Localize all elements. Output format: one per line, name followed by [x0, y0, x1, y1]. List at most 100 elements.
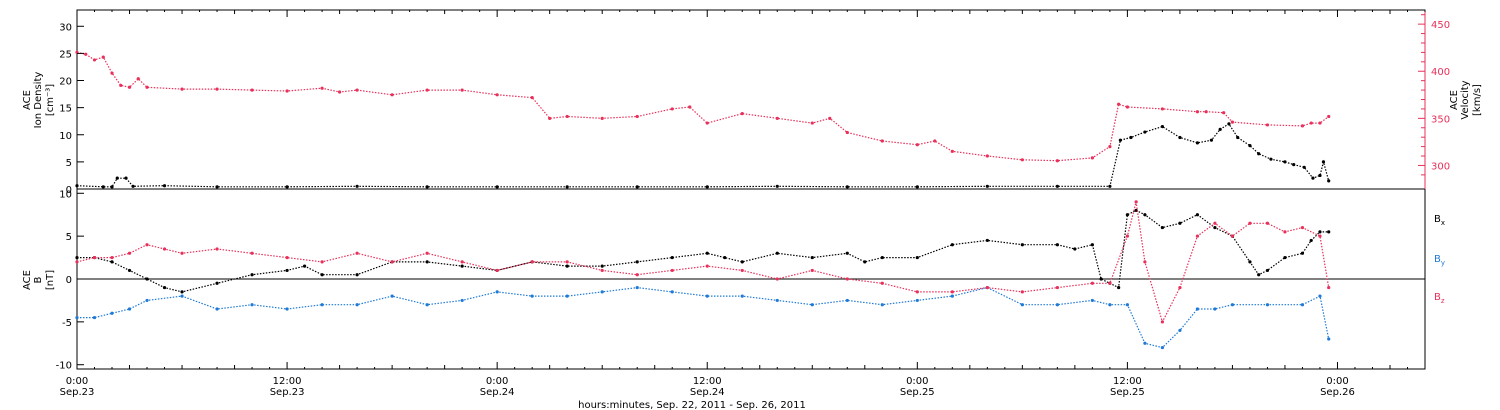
velocity-series-point: [1090, 156, 1094, 160]
velocity-series-point: [320, 86, 324, 90]
x-tick-label-date: Sep.26: [1320, 387, 1355, 398]
bx-series-point: [110, 260, 114, 264]
velocity-series-point: [425, 88, 429, 92]
by-series-point: [390, 294, 394, 298]
velocity-series-point: [740, 112, 744, 116]
bz-series-point: [1195, 234, 1200, 238]
bx-series-point: [302, 264, 307, 268]
density-series-point: [915, 185, 919, 189]
x-tick-label-date: Sep.25: [1110, 387, 1145, 398]
density-series-point: [705, 185, 709, 189]
bz-series-point: [880, 281, 884, 285]
bz-series-point: [1125, 234, 1129, 238]
velocity-series-point: [670, 107, 674, 111]
density-series-point: [162, 184, 167, 188]
velocity-series-point: [1327, 114, 1331, 119]
velocity-series-point: [1204, 110, 1208, 114]
bottom-left-axis-label-line2: B: [33, 276, 44, 283]
by-series-point: [1213, 307, 1217, 311]
velocity-series-point: [1055, 159, 1059, 163]
velocity-series-point: [775, 116, 779, 120]
bx-series-point: [1090, 243, 1094, 247]
bz-series-point: [635, 273, 639, 277]
velocity-series-line: [76, 51, 1330, 162]
bx-series-point: [1195, 213, 1200, 217]
bz-series-point: [1143, 260, 1147, 264]
bx-series-point: [1099, 277, 1103, 281]
velocity-series-point: [845, 130, 849, 135]
bx-series-point: [75, 255, 79, 260]
bx-series-point: [775, 251, 779, 255]
top-left-tick-label: 20: [59, 77, 72, 88]
velocity-series-point: [215, 87, 219, 91]
density-series-point: [1218, 127, 1222, 131]
bz-series-point: [92, 255, 97, 260]
velocity-series-point: [548, 116, 552, 120]
velocity-series-point: [1020, 158, 1024, 162]
density-series-point: [1209, 138, 1214, 142]
bx-series-point: [1125, 213, 1129, 217]
legend-bx: Bx: [1434, 214, 1445, 227]
velocity-series-point: [101, 55, 105, 59]
velocity-series-point: [600, 116, 604, 120]
x-tick-label-date: Sep.23: [60, 387, 95, 398]
bz-series-point: [530, 260, 534, 264]
bz-series-point: [460, 260, 464, 264]
velocity-series-point: [565, 114, 569, 119]
density-series-point: [110, 185, 114, 189]
by-series-point: [880, 303, 884, 307]
bz-series-point: [1248, 221, 1252, 225]
by-series-point: [75, 315, 79, 320]
bz-series-point: [670, 268, 674, 273]
bz-series-point: [390, 260, 394, 264]
density-series-point: [1311, 176, 1315, 180]
density-series-point: [1195, 141, 1200, 145]
density-series-point: [285, 185, 289, 189]
bz-series-point: [1318, 234, 1322, 238]
bx-series-point: [845, 251, 849, 255]
bz-series-point: [355, 251, 359, 255]
velocity-series-point: [1160, 107, 1165, 111]
bx-series-point: [1117, 285, 1121, 290]
velocity-series-point: [127, 85, 132, 89]
by-series-point: [1300, 303, 1305, 307]
density-series-point: [635, 185, 639, 189]
bz-series-point: [740, 268, 744, 273]
bx-series-point: [1178, 221, 1182, 225]
by-series-point: [1265, 303, 1270, 307]
bottom-left-tick-label: -10: [56, 361, 72, 372]
bz-series-point: [285, 255, 289, 260]
by-series-point: [110, 311, 114, 315]
density-series-point: [1269, 157, 1273, 161]
by-series-point: [320, 303, 324, 307]
by-series-point: [127, 307, 132, 311]
by-series-point: [180, 294, 184, 298]
top-right-tick-label: 450: [1431, 20, 1450, 31]
top-right-axis-label-line2: Velocity: [1460, 80, 1471, 119]
top-left-tick-label: 15: [59, 104, 72, 115]
bx-series-point: [1300, 251, 1305, 255]
density-series-point: [1283, 160, 1287, 164]
top-left-tick-label: 5: [66, 158, 72, 169]
density-series-point: [1227, 122, 1231, 126]
bz-series-point: [1108, 281, 1112, 285]
density-series-point: [1055, 184, 1059, 188]
bz-series-point: [1134, 200, 1138, 204]
bz-series-point: [127, 251, 132, 255]
bx-series-point: [355, 273, 359, 277]
bx-series-point: [1213, 225, 1217, 230]
bz-series-point: [250, 251, 254, 255]
by-series-point: [460, 298, 464, 303]
bz-series-point: [1327, 285, 1331, 290]
density-series-point: [215, 185, 219, 189]
density-series-point: [985, 184, 989, 188]
velocity-series-point: [495, 93, 499, 97]
density-series-point: [115, 176, 119, 180]
density-series-point: [1236, 135, 1240, 140]
density-series-point: [1118, 138, 1122, 142]
density-series-point: [1257, 152, 1261, 156]
bz-series-point: [1090, 281, 1094, 285]
density-series-point: [131, 184, 135, 188]
bz-series-point: [1213, 221, 1217, 225]
by-series-point: [1055, 303, 1059, 307]
